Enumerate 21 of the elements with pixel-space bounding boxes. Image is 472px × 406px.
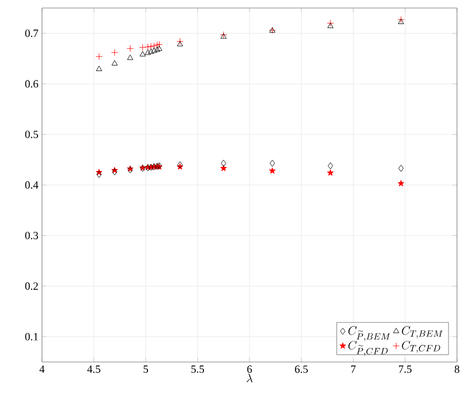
y-tick-label: 0.3 bbox=[25, 232, 38, 240]
x-tick-label: 8 bbox=[454, 366, 460, 373]
x-tick-label: 6.5 bbox=[294, 366, 308, 373]
legend-label: $C_{\widetilde{P},CFD}$ bbox=[348, 340, 388, 356]
x-tick-label: 7 bbox=[351, 366, 356, 373]
x-tick-label: 4.5 bbox=[87, 366, 100, 373]
y-tick-label: 0.4 bbox=[25, 181, 38, 189]
x-tick-label: 7.5 bbox=[398, 366, 412, 373]
x-tick-label: 6 bbox=[247, 366, 252, 373]
legend-label: $C_{T,CFD}$ bbox=[402, 340, 440, 353]
x-axis-title: $\lambda$ bbox=[246, 374, 252, 382]
y-tick-label: 0.6 bbox=[25, 80, 38, 88]
legend-label: $C_{T,BEM}$ bbox=[402, 326, 443, 338]
y-tick-label: 0.7 bbox=[25, 30, 38, 38]
y-tick-label: 0.1 bbox=[25, 333, 38, 340]
x-tick-label: 4 bbox=[39, 366, 45, 373]
y-tick-label: 0.2 bbox=[25, 282, 38, 290]
x-tick-label: 5 bbox=[144, 366, 148, 373]
x-tick-label: 5.5 bbox=[191, 366, 204, 373]
y-tick-label: 0.5 bbox=[25, 130, 38, 138]
legend-label: $C_{\widetilde{P},BEM}$ bbox=[348, 326, 390, 342]
